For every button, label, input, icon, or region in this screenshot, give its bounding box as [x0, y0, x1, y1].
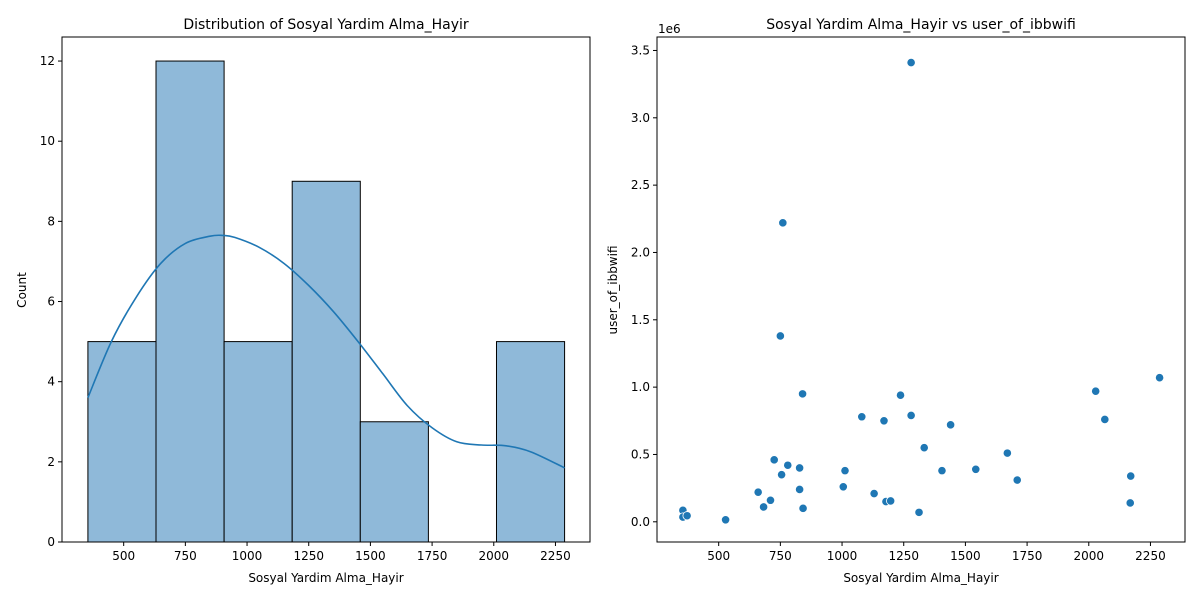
scatter-point — [840, 466, 850, 476]
x-tick-label: 1250 — [888, 549, 919, 563]
histogram-bar — [87, 341, 157, 543]
y-tick-label: 4 — [47, 375, 55, 389]
histogram-y-ticks: 0 2 4 6 8 10 12 — [40, 54, 62, 549]
scatter-point — [869, 488, 879, 499]
x-tick-label: 500 — [112, 549, 135, 563]
histogram-plot-frame — [61, 36, 591, 543]
scatter-point — [795, 463, 805, 473]
scatter-point — [798, 503, 808, 513]
histogram-bar — [155, 60, 225, 543]
x-tick-label: 1250 — [293, 549, 324, 563]
scatter-point — [775, 331, 785, 341]
scatter-point — [857, 412, 867, 422]
y-tick-label: 6 — [47, 295, 55, 309]
y-tick-label: 1.5 — [631, 313, 650, 327]
scatter-point — [769, 455, 779, 465]
x-tick-label: 750 — [769, 549, 792, 563]
histogram-chart: Distribution of Sosyal Yardim Alma_Hayir… — [15, 17, 591, 585]
scatter-point — [1091, 386, 1101, 396]
scatter-point — [795, 484, 805, 495]
scatter-point — [765, 495, 776, 505]
scatter-point — [758, 502, 769, 512]
y-tick-label: 8 — [47, 214, 55, 228]
scatter-point — [946, 420, 956, 430]
y-tick-label: 0 — [47, 535, 55, 549]
y-tick-label: 3.0 — [631, 111, 650, 125]
x-tick-label: 1500 — [950, 549, 981, 563]
scatter-point — [906, 410, 916, 421]
scatter-point — [879, 416, 889, 426]
y-tick-label: 3.5 — [631, 43, 650, 57]
scatter-point — [776, 470, 787, 480]
scatter-point — [838, 482, 848, 492]
scatter-point — [919, 443, 929, 453]
y-tick-label: 10 — [40, 134, 55, 148]
x-tick-label: 2250 — [1135, 549, 1166, 563]
y-tick-label: 0.0 — [631, 515, 650, 529]
scatter-point — [886, 496, 896, 506]
scatter-point — [971, 464, 981, 474]
scatter-point — [1002, 448, 1012, 458]
scatter-y-offset-label: 1e6 — [658, 22, 681, 36]
x-tick-label: 750 — [174, 549, 197, 563]
x-tick-label: 1750 — [1012, 549, 1043, 563]
scatter-chart: Sosyal Yardim Alma_Hayir vs user_of_ibbw… — [606, 17, 1186, 585]
histogram-y-axis-label: Count — [15, 272, 29, 308]
y-tick-label: 0.5 — [631, 447, 650, 461]
x-tick-label: 1000 — [232, 549, 263, 563]
y-tick-label: 1.0 — [631, 380, 650, 394]
scatter-point — [753, 487, 763, 497]
scatter-point — [682, 511, 692, 521]
y-tick-label: 2.0 — [631, 245, 650, 259]
scatter-point — [895, 390, 906, 400]
scatter-point — [783, 460, 793, 470]
scatter-point — [906, 57, 916, 68]
scatter-point — [1012, 475, 1022, 485]
scatter-point — [797, 389, 808, 399]
scatter-plot-frame — [656, 36, 1186, 543]
kde-line — [87, 234, 565, 469]
x-tick-label: 1750 — [417, 549, 448, 563]
scatter-point — [1100, 414, 1110, 425]
scatter-point — [914, 507, 924, 517]
histogram-bar — [495, 341, 566, 543]
histogram-title: Distribution of Sosyal Yardim Alma_Hayir — [183, 17, 469, 33]
x-tick-label: 2000 — [1074, 549, 1105, 563]
y-tick-label: 2.5 — [631, 178, 650, 192]
x-tick-label: 500 — [707, 549, 730, 563]
x-tick-label: 1500 — [355, 549, 386, 563]
scatter-y-ticks: 0.0 0.5 1.0 1.5 2.0 2.5 3.0 3.5 — [631, 43, 657, 529]
histogram-bar — [223, 341, 293, 543]
scatter-points — [678, 57, 1165, 525]
histogram-bar — [291, 180, 361, 543]
x-tick-label: 2000 — [479, 549, 510, 563]
scatter-point — [1154, 373, 1165, 383]
histogram-x-ticks: 500 750 1000 1250 1500 1750 2000 2250 — [112, 542, 571, 563]
scatter-point — [1126, 471, 1136, 481]
histogram-x-axis-label: Sosyal Yardim Alma_Hayir — [248, 571, 403, 585]
scatter-point — [778, 218, 788, 228]
histogram-bars — [87, 60, 566, 543]
histogram-bar — [359, 421, 429, 543]
y-tick-label: 12 — [40, 54, 55, 68]
y-tick-label: 2 — [47, 455, 55, 469]
scatter-x-axis-label: Sosyal Yardim Alma_Hayir — [843, 571, 998, 585]
x-tick-label: 1000 — [827, 549, 858, 563]
scatter-point — [937, 466, 947, 476]
scatter-x-ticks: 500 750 1000 1250 1500 1750 2000 2250 — [707, 542, 1166, 563]
scatter-y-axis-label: user_of_ibbwifi — [606, 245, 620, 334]
scatter-title: Sosyal Yardim Alma_Hayir vs user_of_ibbw… — [766, 17, 1076, 33]
x-tick-label: 2250 — [540, 549, 571, 563]
scatter-point — [720, 515, 731, 525]
scatter-point — [1125, 498, 1135, 508]
